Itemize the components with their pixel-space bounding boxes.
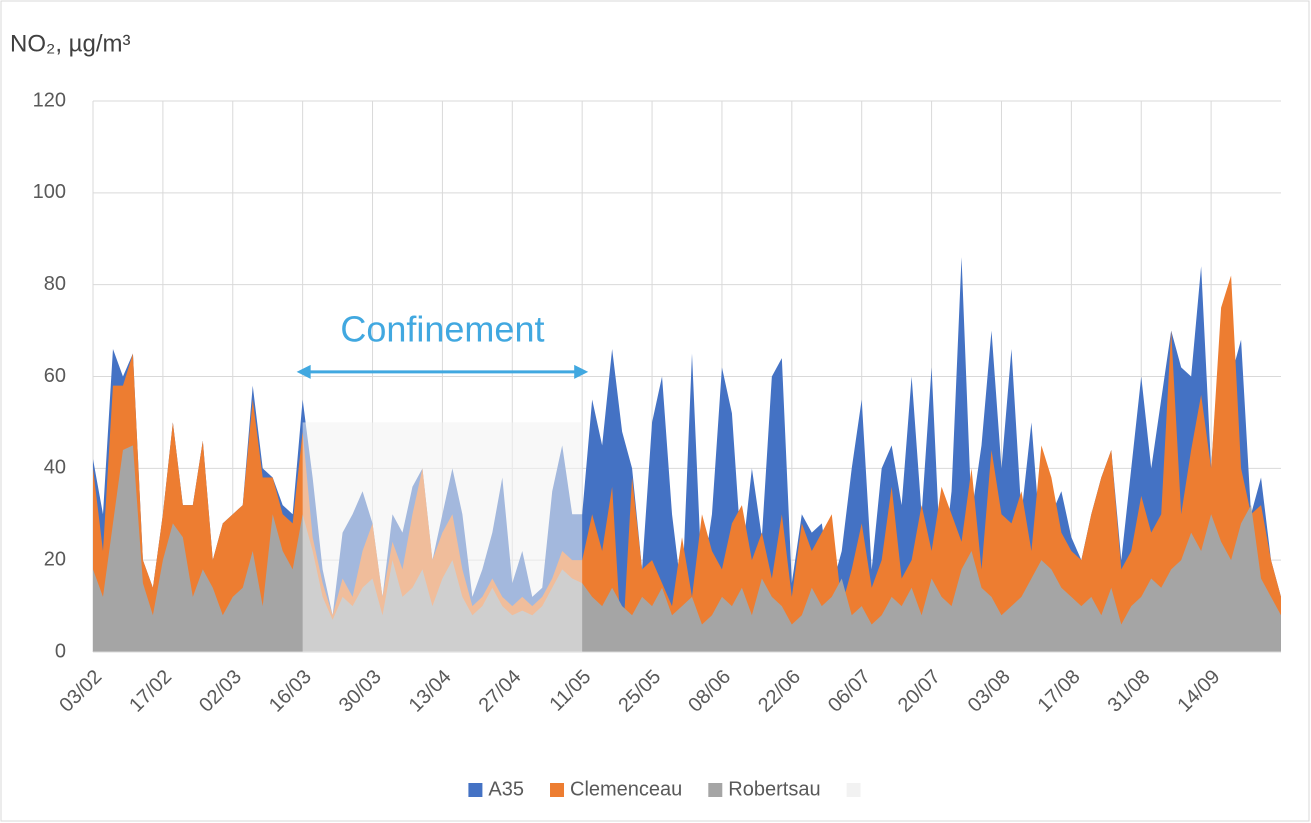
confinement-shade bbox=[302, 422, 583, 652]
legend-swatch bbox=[846, 783, 861, 797]
legend-label: A35 bbox=[488, 778, 524, 800]
arrow-head bbox=[574, 364, 589, 379]
legend-swatch bbox=[468, 783, 483, 797]
y-tick-label: 80 bbox=[44, 273, 66, 295]
y-tick-label: 20 bbox=[44, 548, 66, 570]
legend-swatch bbox=[708, 783, 723, 797]
y-tick-label: 120 bbox=[33, 89, 66, 111]
y-tick-label: 0 bbox=[55, 640, 66, 662]
arrow-head bbox=[296, 364, 311, 379]
y-axis-label: NO₂, µg/m³ bbox=[10, 30, 130, 57]
y-tick-label: 60 bbox=[44, 365, 66, 387]
annotation-text: Confinement bbox=[340, 308, 544, 349]
y-tick-label: 100 bbox=[33, 181, 66, 203]
legend-label: Clemenceau bbox=[570, 778, 682, 800]
legend-swatch bbox=[550, 783, 565, 797]
y-tick-label: 40 bbox=[44, 457, 66, 479]
legend-label: Robertsau bbox=[728, 778, 820, 800]
